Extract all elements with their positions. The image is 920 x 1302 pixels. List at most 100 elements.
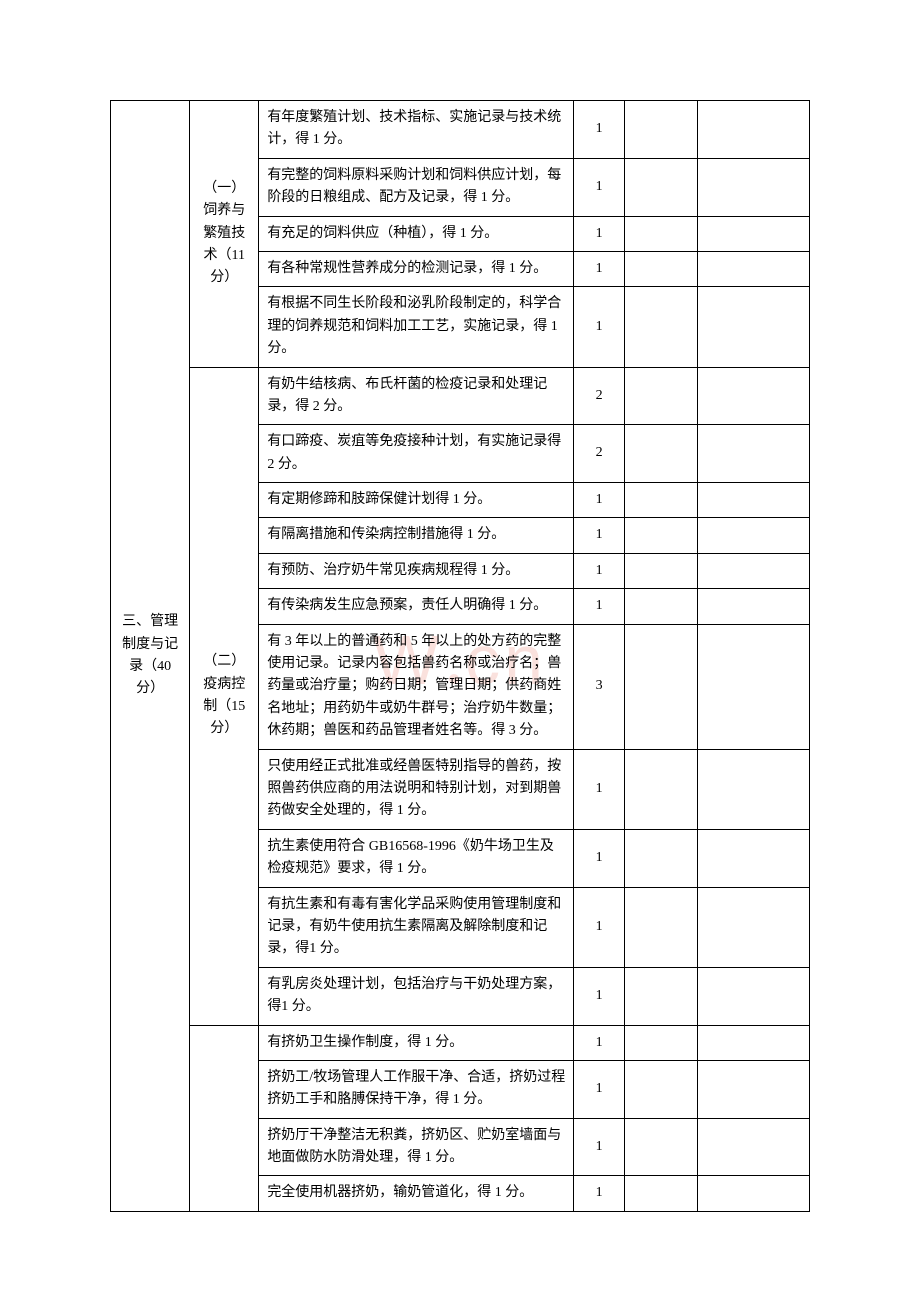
- blank-cell: [698, 216, 810, 251]
- criteria-cell: 有定期修蹄和肢蹄保健计划得 1 分。: [259, 483, 574, 518]
- criteria-text: 有根据不同生长阶段和泌乳阶段制定的，科学合理的饲养规范和饲料加工工艺，实施记录，…: [267, 296, 561, 356]
- score-value: 1: [596, 1035, 603, 1050]
- blank-cell: [698, 101, 810, 159]
- score-value: 1: [596, 492, 603, 507]
- blank-cell: [625, 158, 698, 216]
- blank-cell: [625, 1176, 698, 1211]
- table-row: 有挤奶卫生操作制度，得 1 分。 1: [111, 1025, 810, 1060]
- blank-cell: [625, 887, 698, 967]
- category-cell: 三、管理制度与记录（40 分）: [111, 101, 190, 1212]
- criteria-cell: 有传染病发生应急预案，责任人明确得 1 分。: [259, 589, 574, 624]
- criteria-cell: 有乳房炎处理计划，包括治疗与干奶处理方案，得1 分。: [259, 967, 574, 1025]
- blank-cell: [698, 158, 810, 216]
- score-cell: 1: [574, 589, 625, 624]
- group-cell: （二）疫病控制（15 分）: [190, 367, 259, 1025]
- blank-cell: [698, 749, 810, 829]
- criteria-text: 有 3 年以上的普通药和 5 年以上的处方药的完整使用记录。记录内容包括兽药名称…: [267, 634, 561, 739]
- blank-cell: [698, 829, 810, 887]
- criteria-text: 有预防、治疗奶牛常见疾病规程得 1 分。: [267, 563, 519, 578]
- criteria-text: 有充足的饲料供应（种植），得 1 分。: [267, 226, 498, 241]
- evaluation-table: 三、管理制度与记录（40 分） （一）饲养与繁殖技术（11 分） 有年度繁殖计划…: [110, 100, 810, 1212]
- blank-cell: [698, 553, 810, 588]
- blank-cell: [625, 1060, 698, 1118]
- blank-cell: [698, 518, 810, 553]
- table-row: 三、管理制度与记录（40 分） （一）饲养与繁殖技术（11 分） 有年度繁殖计划…: [111, 101, 810, 159]
- criteria-cell: 有各种常规性营养成分的检测记录，得 1 分。: [259, 251, 574, 286]
- blank-cell: [698, 1176, 810, 1211]
- criteria-cell: 有奶牛结核病、布氏杆菌的检疫记录和处理记录，得 2 分。: [259, 367, 574, 425]
- score-cell: 1: [574, 518, 625, 553]
- score-cell: 1: [574, 101, 625, 159]
- score-cell: 1: [574, 887, 625, 967]
- criteria-cell: 完全使用机器挤奶，输奶管道化，得 1 分。: [259, 1176, 574, 1211]
- blank-cell: [625, 553, 698, 588]
- criteria-text: 有挤奶卫生操作制度，得 1 分。: [267, 1035, 463, 1050]
- group-cell: [190, 1025, 259, 1211]
- score-value: 1: [596, 121, 603, 136]
- score-value: 1: [596, 598, 603, 613]
- criteria-text: 有定期修蹄和肢蹄保健计划得 1 分。: [267, 492, 491, 507]
- criteria-cell: 有抗生素和有毒有害化学品采购使用管理制度和记录，有奶牛使用抗生素隔离及解除制度和…: [259, 887, 574, 967]
- criteria-cell: 有完整的饲料原料采购计划和饲料供应计划，每阶段的日粮组成、配方及记录，得 1 分…: [259, 158, 574, 216]
- score-value: 1: [596, 261, 603, 276]
- blank-cell: [625, 483, 698, 518]
- score-value: 1: [596, 1185, 603, 1200]
- criteria-cell: 有 3 年以上的普通药和 5 年以上的处方药的完整使用记录。记录内容包括兽药名称…: [259, 624, 574, 749]
- score-value: 1: [596, 1081, 603, 1096]
- blank-cell: [698, 1025, 810, 1060]
- blank-cell: [698, 1118, 810, 1176]
- blank-cell: [698, 367, 810, 425]
- score-value: 1: [596, 527, 603, 542]
- blank-cell: [698, 589, 810, 624]
- criteria-text: 有年度繁殖计划、技术指标、实施记录与技术统计，得 1 分。: [267, 110, 561, 147]
- score-cell: 1: [574, 251, 625, 286]
- criteria-text: 只使用经正式批准或经兽医特别指导的兽药，按照兽药供应商的用法说明和特别计划，对到…: [267, 759, 561, 819]
- score-cell: 1: [574, 1176, 625, 1211]
- criteria-text: 有乳房炎处理计划，包括治疗与干奶处理方案，得1 分。: [267, 977, 561, 1014]
- criteria-text: 有口蹄疫、炭疽等免疫接种计划，有实施记录得 2 分。: [267, 434, 561, 471]
- score-value: 1: [596, 850, 603, 865]
- criteria-text: 挤奶厅干净整洁无积粪，挤奶区、贮奶室墙面与地面做防水防滑处理，得 1 分。: [267, 1128, 561, 1165]
- score-cell: 1: [574, 216, 625, 251]
- criteria-cell: 有挤奶卫生操作制度，得 1 分。: [259, 1025, 574, 1060]
- group-label: （一）饲养与繁殖技术（11 分）: [203, 181, 245, 286]
- score-cell: 1: [574, 1060, 625, 1118]
- blank-cell: [698, 251, 810, 286]
- score-value: 1: [596, 1139, 603, 1154]
- criteria-text: 有隔离措施和传染病控制措施得 1 分。: [267, 527, 505, 542]
- criteria-text: 有传染病发生应急预案，责任人明确得 1 分。: [267, 598, 547, 613]
- score-value: 2: [596, 445, 603, 460]
- criteria-cell: 有年度繁殖计划、技术指标、实施记录与技术统计，得 1 分。: [259, 101, 574, 159]
- score-cell: 1: [574, 829, 625, 887]
- score-cell: 1: [574, 553, 625, 588]
- criteria-cell: 有根据不同生长阶段和泌乳阶段制定的，科学合理的饲养规范和饲料加工工艺，实施记录，…: [259, 287, 574, 367]
- category-label: 三、管理制度与记录（40 分）: [122, 614, 178, 696]
- score-value: 1: [596, 319, 603, 334]
- blank-cell: [625, 425, 698, 483]
- blank-cell: [625, 1025, 698, 1060]
- score-value: 1: [596, 226, 603, 241]
- criteria-text: 有完整的饲料原料采购计划和饲料供应计划，每阶段的日粮组成、配方及记录，得 1 分…: [267, 168, 561, 205]
- blank-cell: [625, 829, 698, 887]
- blank-cell: [625, 1118, 698, 1176]
- blank-cell: [625, 216, 698, 251]
- criteria-cell: 只使用经正式批准或经兽医特别指导的兽药，按照兽药供应商的用法说明和特别计划，对到…: [259, 749, 574, 829]
- criteria-text: 完全使用机器挤奶，输奶管道化，得 1 分。: [267, 1185, 533, 1200]
- blank-cell: [625, 367, 698, 425]
- score-cell: 1: [574, 1118, 625, 1176]
- criteria-cell: 有口蹄疫、炭疽等免疫接种计划，有实施记录得 2 分。: [259, 425, 574, 483]
- score-value: 1: [596, 988, 603, 1003]
- blank-cell: [698, 967, 810, 1025]
- blank-cell: [698, 1060, 810, 1118]
- blank-cell: [698, 483, 810, 518]
- score-cell: 1: [574, 749, 625, 829]
- criteria-cell: 抗生素使用符合 GB16568-1996《奶牛场卫生及检疫规范》要求，得 1 分…: [259, 829, 574, 887]
- score-cell: 1: [574, 483, 625, 518]
- criteria-text: 有抗生素和有毒有害化学品采购使用管理制度和记录，有奶牛使用抗生素隔离及解除制度和…: [267, 897, 561, 957]
- score-cell: 1: [574, 1025, 625, 1060]
- criteria-text: 抗生素使用符合 GB16568-1996《奶牛场卫生及检疫规范》要求，得 1 分…: [267, 839, 554, 876]
- score-cell: 2: [574, 367, 625, 425]
- blank-cell: [625, 589, 698, 624]
- blank-cell: [625, 251, 698, 286]
- criteria-text: 有各种常规性营养成分的检测记录，得 1 分。: [267, 261, 547, 276]
